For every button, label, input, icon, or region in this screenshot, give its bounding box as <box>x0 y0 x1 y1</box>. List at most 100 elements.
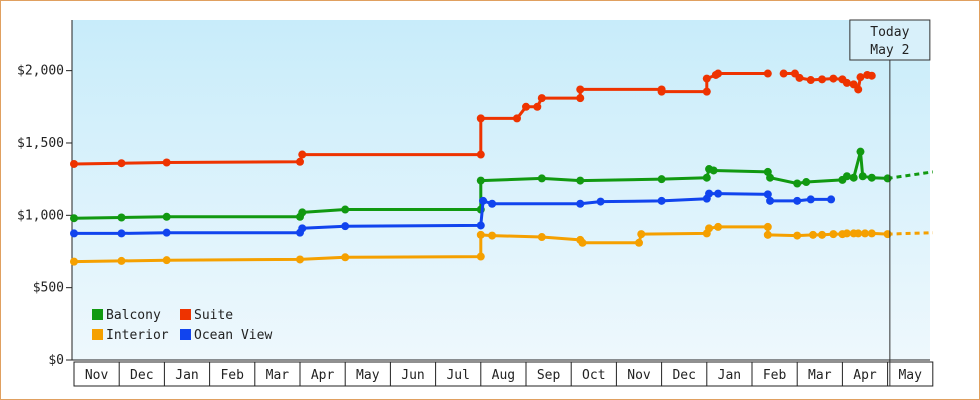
ocean-view-point <box>298 224 307 233</box>
interior-point <box>829 230 838 239</box>
legend-label: Suite <box>194 308 233 323</box>
suite-point <box>702 87 711 96</box>
balcony-point <box>341 205 350 214</box>
month-label: Jun <box>401 368 424 383</box>
month-label: Feb <box>220 368 244 383</box>
month-label: Mar <box>808 368 832 383</box>
month-strip <box>73 361 934 387</box>
interior-point <box>162 256 171 265</box>
y-tick-label: $1,500 <box>17 136 64 151</box>
month-label: Mar <box>266 368 290 383</box>
y-tick-label: $500 <box>33 281 64 296</box>
suite-point <box>576 94 585 103</box>
suite-point <box>576 85 585 94</box>
interior-point <box>809 230 818 239</box>
month-label: Feb <box>763 368 787 383</box>
balcony-point <box>766 173 775 182</box>
suite-point <box>522 102 530 111</box>
balcony-point <box>162 212 171 221</box>
interior-point <box>714 222 723 231</box>
suite-point <box>476 114 485 123</box>
ocean-view-point <box>576 199 585 208</box>
interior-point <box>488 231 497 240</box>
balcony-projection <box>887 170 934 180</box>
balcony-point <box>883 174 892 183</box>
month-label: Jul <box>446 368 469 383</box>
balcony-point <box>709 166 718 175</box>
balcony-point <box>842 172 851 181</box>
balcony-point <box>576 176 585 185</box>
interior-projection <box>887 231 933 236</box>
month-label: Aug <box>492 368 515 383</box>
interior-point <box>867 229 876 238</box>
legend-swatch <box>180 329 191 340</box>
suite-point <box>512 114 521 123</box>
month-label: Dec <box>130 368 153 383</box>
suite-point <box>842 78 851 87</box>
plot-background <box>72 20 930 360</box>
y-tick-label: $0 <box>48 353 64 368</box>
today-label: Today <box>870 25 909 40</box>
ocean-view-point <box>70 229 78 238</box>
interior-point <box>861 229 869 238</box>
suite-point <box>867 71 876 80</box>
interior-point <box>635 238 643 247</box>
balcony-point <box>793 179 802 188</box>
interior-point <box>476 230 485 239</box>
legend-label: Balcony <box>106 308 161 323</box>
balcony-point <box>858 172 867 181</box>
suite-point <box>806 76 815 85</box>
suite-point <box>162 158 171 167</box>
series-layer <box>70 69 934 266</box>
y-tick-label: $2,000 <box>17 64 64 79</box>
ocean-view-point <box>714 189 723 198</box>
interior-point <box>793 231 802 240</box>
suite-point <box>763 69 772 78</box>
month-label: Dec <box>672 368 695 383</box>
interior-point <box>842 229 851 238</box>
balcony-point <box>537 174 546 183</box>
ocean-view-point <box>827 195 836 204</box>
interior-point <box>341 253 350 262</box>
interior-point <box>296 255 304 264</box>
month-label: May <box>898 368 922 383</box>
suite-point <box>829 74 838 83</box>
interior-point <box>883 230 892 239</box>
suite-point <box>117 159 126 168</box>
interior-point <box>818 230 827 239</box>
month-label: Jan <box>175 368 198 383</box>
balcony-point <box>802 178 811 187</box>
ocean-view-point <box>117 229 126 238</box>
interior-point <box>70 257 78 266</box>
month-label: Jan <box>718 368 741 383</box>
x-axis: Nov Dec Jan Feb Mar Apr May Jun Jul Aug Sep Oct Nov D… <box>72 359 934 387</box>
month-label: Oct <box>582 368 605 383</box>
month-label: Apr <box>311 368 335 383</box>
ocean-view-point <box>162 228 171 237</box>
suite-point <box>714 69 723 78</box>
suite-point <box>70 159 78 168</box>
month-label: Nov <box>627 368 651 383</box>
ocean-view-point <box>806 195 815 204</box>
suite-point <box>296 157 304 166</box>
plot-area <box>72 20 930 360</box>
suite-point <box>657 87 666 96</box>
ocean-view-point <box>476 221 485 230</box>
balcony-point <box>117 213 126 222</box>
y-tick-label: $1,000 <box>17 208 64 223</box>
interior-point <box>854 229 863 238</box>
month-label: Nov <box>85 368 109 383</box>
ocean-view-point <box>705 189 714 198</box>
interior-point <box>476 252 485 261</box>
ocean-view-point <box>341 222 350 231</box>
ocean-view-point <box>793 196 802 205</box>
balcony-point <box>70 214 78 223</box>
legend: Balcony Suite Interior Ocean View <box>92 308 272 343</box>
ocean-view-point <box>479 196 488 205</box>
legend-swatch <box>180 309 191 320</box>
today-box <box>849 19 931 61</box>
legend-label: Interior <box>106 328 169 343</box>
ocean-view-point <box>596 197 605 206</box>
balcony-point <box>702 173 711 182</box>
